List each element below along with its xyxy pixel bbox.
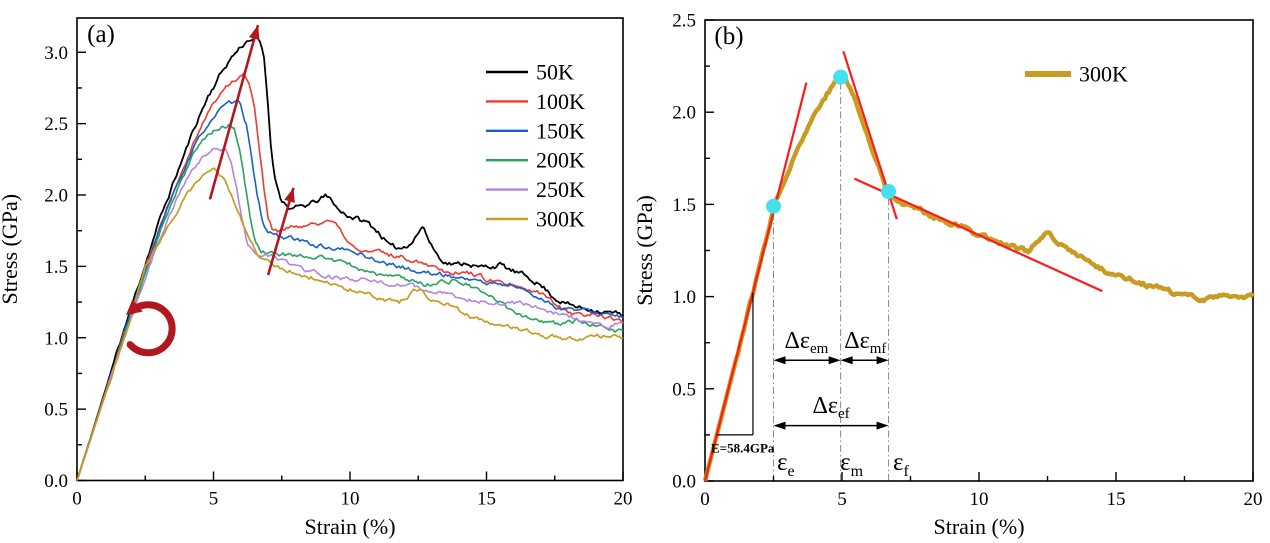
panel-b-chart: 0 5 10 15 20 0.0 0.5 1.0 1.5 2.0 2.5 Strain (%) Stre… (635, 11, 1263, 540)
legend-label-200K: 200K (536, 148, 585, 173)
series-300K (702, 75, 1255, 482)
y-tick-label: 1.5 (672, 195, 696, 216)
panel-tag: (b) (714, 23, 743, 50)
delta-epsilon-label: Δεem (784, 328, 828, 357)
y-tick-label: 1.0 (672, 287, 696, 308)
trend-arrow (266, 187, 295, 276)
dimension-arrowhead (876, 421, 889, 430)
critical-point-marker (833, 69, 849, 85)
y-tick-label: 2.0 (672, 103, 696, 124)
dimension-arrowhead (828, 356, 841, 365)
series-300K (76, 167, 624, 481)
axes-box (704, 19, 1254, 482)
x-tick-label: 10 (970, 489, 989, 510)
epsilon-label: εm (840, 449, 864, 480)
panel-tag: (a) (87, 21, 115, 48)
trend-arrowhead (284, 187, 295, 203)
legend-label-300K: 300K (1079, 62, 1128, 87)
y-tick-label: 0.5 (672, 379, 696, 400)
series-50K (76, 36, 624, 481)
legend-label-100K: 100K (536, 89, 585, 114)
y-tick-label: 1.5 (44, 257, 68, 278)
dimension-arrowhead (773, 421, 786, 430)
series-150K (76, 99, 624, 481)
y-tick-label: 3.0 (44, 43, 68, 64)
rotation-arrow (126, 301, 176, 357)
critical-point-marker (766, 198, 781, 214)
x-tick-label: 20 (614, 489, 633, 510)
y-axis-label: Stress (GPa) (635, 195, 657, 306)
x-tick-label: 10 (341, 489, 360, 510)
x-tick-label: 0 (72, 489, 82, 510)
axes-box (76, 17, 624, 482)
x-tick-label: 15 (1107, 489, 1126, 510)
x-axis-label: Strain (%) (933, 514, 1024, 539)
rotation-arrowhead (126, 299, 143, 315)
y-tick-label: 0.5 (44, 400, 68, 421)
series-200K (76, 123, 624, 481)
epsilon-label: εf (893, 449, 910, 480)
x-tick-label: 0 (700, 489, 710, 510)
y-tick-label: 0.0 (44, 471, 68, 492)
legend-label-300K: 300K (536, 207, 585, 232)
delta-epsilon-label: Δεef (812, 393, 849, 422)
y-tick-label: 1.0 (44, 328, 68, 349)
trend-arrow (208, 24, 260, 200)
delta-epsilon-label: Δεmf (844, 328, 886, 357)
panel-a-chart: 0 5 10 15 20 0.0 0.5 1.0 1.5 2.0 2.5 3.0 Strain (%) S… (0, 17, 633, 539)
x-tick-label: 5 (209, 489, 219, 510)
trend-arrowhead (248, 25, 260, 41)
x-tick-label: 15 (477, 489, 496, 510)
tangent-line (703, 82, 808, 482)
x-tick-label: 5 (837, 489, 847, 510)
critical-point-marker (881, 183, 897, 199)
tangent-line (853, 177, 1103, 293)
x-axis-label: Strain (%) (304, 514, 395, 539)
y-tick-label: 2.5 (672, 11, 696, 32)
epsilon-label: εe (777, 449, 795, 480)
legend-label-150K: 150K (536, 118, 585, 143)
dimension-arrowhead (840, 356, 853, 365)
y-tick-label: 0.0 (672, 472, 696, 493)
y-tick-label: 2.0 (44, 186, 68, 207)
y-axis-label: Stress (GPa) (0, 194, 22, 305)
x-tick-label: 20 (1244, 489, 1263, 510)
legend-label-50K: 50K (536, 60, 574, 85)
dimension-arrowhead (876, 356, 889, 365)
y-tick-label: 2.5 (44, 114, 68, 135)
modulus-label: E=58.4GPa (711, 440, 775, 455)
dimension-arrowhead (773, 356, 786, 365)
series-250K (76, 147, 624, 481)
legend-label-250K: 250K (536, 177, 585, 202)
